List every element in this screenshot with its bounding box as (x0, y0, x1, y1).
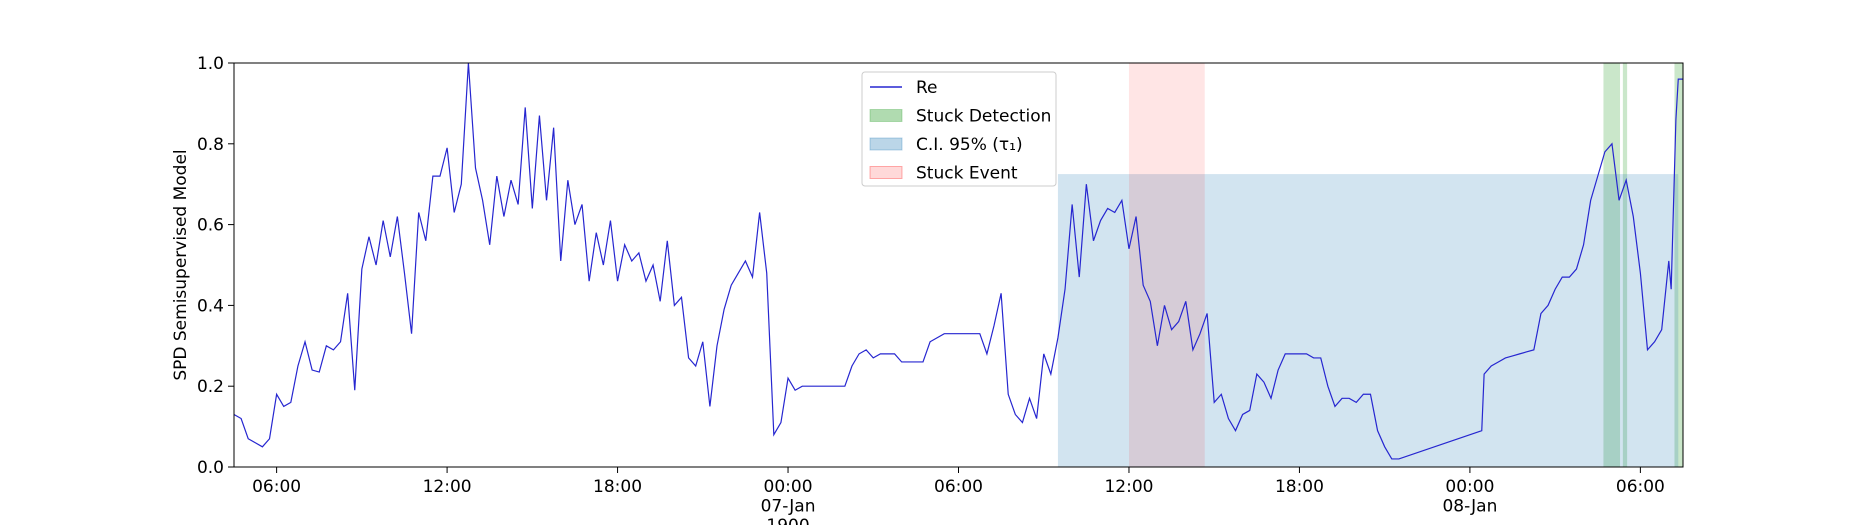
x-tick-label: 18:00 (1275, 477, 1324, 497)
legend-box (861, 71, 1057, 187)
y-axis-label: SPD Semisupervised Model (171, 149, 191, 380)
span (1128, 63, 1205, 467)
legend-patch (869, 109, 903, 122)
legend-patch (869, 166, 903, 179)
legend-label: Re (916, 78, 938, 98)
legend-patch (869, 137, 903, 151)
data-line (233, 62, 1683, 460)
x-tick-label: 12:00 (1104, 477, 1153, 497)
x-tick-label: 18:00 (593, 477, 642, 497)
span (1603, 63, 1621, 467)
span (1674, 63, 1683, 467)
y-tick-label: 0.4 (197, 296, 224, 316)
legend-label: Stuck Detection (916, 107, 1051, 127)
x-tick-label: 06:00 (1616, 477, 1665, 497)
y-tick-label: 0.0 (197, 458, 224, 478)
y-tick-label: 0.8 (197, 135, 224, 155)
y-tick-label: 0.6 (197, 216, 224, 236)
x-tick-label: 00:00 08-Jan (1442, 477, 1497, 517)
legend-label: Stuck Event (916, 164, 1018, 184)
y-tick-label: 1.0 (197, 54, 224, 74)
x-tick-label: 06:00 (252, 477, 301, 497)
span (1622, 63, 1628, 467)
x-tick-label: 12:00 (423, 477, 472, 497)
y-tick-label: 0.2 (197, 377, 224, 397)
x-tick-label: 06:00 (934, 477, 983, 497)
legend-label: C.I. 95% (τ₁) (916, 135, 1023, 155)
